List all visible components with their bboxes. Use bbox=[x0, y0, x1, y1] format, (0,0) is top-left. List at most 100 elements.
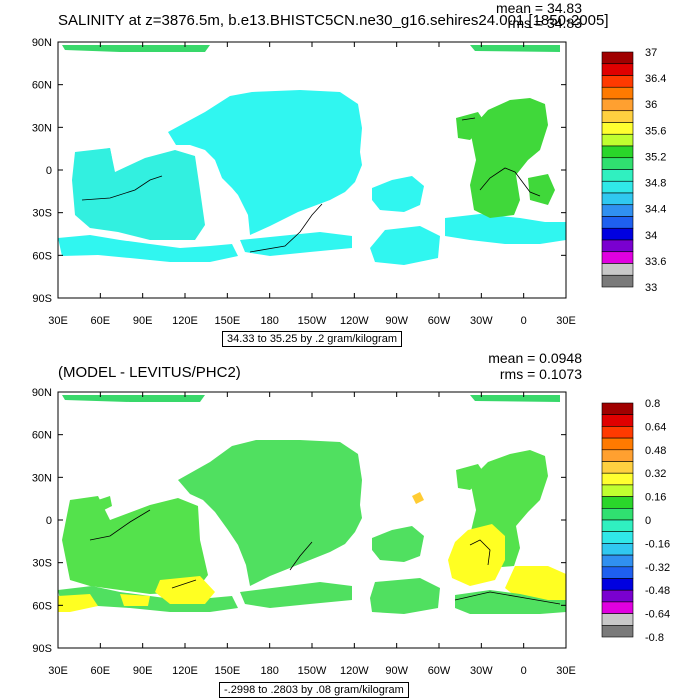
x-tick-label: 30W bbox=[470, 665, 493, 677]
y-tick-label: 60S bbox=[32, 600, 52, 612]
colorbar-swatch bbox=[601, 86, 634, 100]
colorbar-swatch bbox=[601, 157, 634, 170]
colorbar-label: 36.4 bbox=[645, 73, 666, 85]
colorbar-swatch bbox=[601, 519, 634, 532]
colorbar-label: 34.4 bbox=[645, 204, 666, 216]
x-tick-label: 30E bbox=[48, 315, 68, 327]
colorbar-swatch bbox=[601, 613, 634, 626]
y-tick-label: 60S bbox=[32, 250, 52, 262]
panel2-map: 90N 60N 30N 0 30S 60S 90S 30E 60E 90E 120E 150E 180… bbox=[32, 387, 576, 677]
x-tick-label: 60E bbox=[91, 665, 111, 677]
y-tick-label: 60N bbox=[32, 430, 52, 442]
panel1-y-ticks: 90N 60N 30N 0 30S 60S 90S bbox=[32, 37, 566, 305]
colorbar-swatch bbox=[601, 169, 634, 182]
panel2-contours bbox=[89, 509, 561, 605]
x-tick-label: 150E bbox=[214, 665, 240, 677]
colorbar-swatch bbox=[601, 263, 634, 276]
x-tick-label: 120W bbox=[340, 315, 369, 327]
colorbar-swatch bbox=[601, 554, 634, 568]
panel1-contours bbox=[81, 117, 541, 253]
colorbar-swatch bbox=[601, 51, 634, 65]
colorbar-swatch bbox=[601, 414, 634, 427]
colorbar-swatch bbox=[601, 472, 634, 486]
colorbar-swatch bbox=[601, 274, 634, 288]
x-tick-label: 60W bbox=[428, 315, 451, 327]
colorbar-swatch bbox=[601, 133, 634, 147]
y-tick-label: 60N bbox=[32, 80, 52, 92]
colorbar-label: 0 bbox=[645, 515, 651, 527]
panel2-mean: mean = 0.0948 bbox=[488, 350, 582, 366]
colorbar-label: -0.16 bbox=[645, 538, 670, 550]
colorbar-label: 0.8 bbox=[645, 398, 660, 410]
colorbar-swatch bbox=[601, 484, 634, 497]
colorbar-swatch bbox=[601, 227, 634, 241]
colorbar-label: 0.16 bbox=[645, 492, 666, 504]
x-tick-label: 120E bbox=[172, 315, 198, 327]
panel2-rms: rms = 0.1073 bbox=[499, 366, 582, 382]
y-tick-label: 30N bbox=[32, 122, 52, 134]
colorbar-swatch bbox=[601, 192, 634, 206]
colorbar-swatch bbox=[601, 98, 634, 112]
y-tick-label: 90N bbox=[32, 37, 52, 49]
colorbar-swatch bbox=[601, 426, 634, 439]
colorbar-swatch bbox=[601, 531, 634, 544]
colorbar-swatch bbox=[601, 601, 634, 614]
y-tick-label: 30S bbox=[32, 558, 52, 570]
colorbar-swatch bbox=[601, 461, 634, 474]
panel2-colorbar: 0.8 0.64 0.48 0.32 0.16 0 -0.16 -0.32 -0.48 -0.64… bbox=[601, 398, 670, 644]
colorbar-label: -0.8 bbox=[645, 632, 664, 644]
colorbar-swatch bbox=[601, 578, 634, 591]
panel1-mean: mean = 34.83 bbox=[495, 0, 582, 16]
colorbar-label: 37 bbox=[645, 47, 657, 59]
colorbar-label: 0.64 bbox=[645, 421, 666, 433]
y-tick-label: 0 bbox=[46, 165, 52, 177]
x-tick-label: 0 bbox=[521, 315, 527, 327]
panel1-rms: rms = 34.83 bbox=[507, 15, 582, 31]
colorbar-label: -0.48 bbox=[645, 585, 670, 597]
colorbar-swatch bbox=[601, 543, 634, 556]
colorbar-swatch bbox=[601, 204, 634, 217]
panel2-contour-info: -.2998 to .2803 by .08 gram/kilogram bbox=[219, 682, 409, 698]
panel2-title: (MODEL - LEVITUS/PHC2) bbox=[58, 364, 241, 381]
colorbar-label: 34 bbox=[645, 230, 657, 242]
x-tick-label: 150W bbox=[298, 315, 327, 327]
colorbar-label: 35.2 bbox=[645, 151, 666, 163]
colorbar-label: 35.6 bbox=[645, 125, 666, 137]
colorbar-label: -0.64 bbox=[645, 609, 670, 621]
x-tick-label: 60W bbox=[428, 665, 451, 677]
panel2-ocean-field bbox=[58, 395, 566, 614]
panel1-map: 90N 60N 30N 0 30S 60S 90S 30E 60E 90E 120E 150E 180… bbox=[32, 37, 576, 327]
x-tick-label: 0 bbox=[521, 665, 527, 677]
colorbar-label: 0.32 bbox=[645, 468, 666, 480]
colorbar-swatch bbox=[601, 145, 634, 159]
panel1-contour-info: 34.33 to 35.25 by .2 gram/kilogram bbox=[222, 331, 402, 347]
colorbar-swatch bbox=[601, 449, 634, 462]
panel2-y-ticks: 90N 60N 30N 0 30S 60S 90S bbox=[32, 387, 566, 655]
colorbar-label: 36 bbox=[645, 99, 657, 111]
x-tick-label: 180 bbox=[260, 315, 278, 327]
panel1-ocean-field bbox=[58, 45, 566, 265]
colorbar-swatch bbox=[601, 437, 634, 451]
colorbar-swatch bbox=[601, 122, 634, 135]
colorbar-swatch bbox=[601, 75, 634, 88]
y-tick-label: 0 bbox=[46, 515, 52, 527]
x-tick-label: 30E bbox=[48, 665, 68, 677]
y-tick-label: 90S bbox=[32, 643, 52, 655]
panel1-colorbar: 37 36.4 36 35.6 35.2 34.8 34.4 34 33.6 33 bbox=[601, 47, 666, 294]
y-tick-label: 30N bbox=[32, 472, 52, 484]
x-tick-label: 90W bbox=[385, 665, 408, 677]
y-tick-label: 90N bbox=[32, 387, 52, 399]
x-tick-label: 90E bbox=[133, 665, 153, 677]
colorbar-swatch bbox=[601, 402, 634, 415]
colorbar-label: 33 bbox=[645, 282, 657, 294]
colorbar-label: -0.32 bbox=[645, 562, 670, 574]
colorbar-swatch bbox=[601, 180, 634, 194]
panel2-x-ticks: 30E 60E 90E 120E 150E 180 150W 120W 90W 60W 30W 0 30… bbox=[48, 392, 576, 677]
x-tick-label: 150E bbox=[214, 315, 240, 327]
colorbar-swatch bbox=[601, 110, 634, 123]
x-tick-label: 60E bbox=[91, 315, 111, 327]
x-tick-label: 150W bbox=[298, 665, 327, 677]
colorbar-swatch bbox=[601, 624, 634, 638]
x-tick-label: 30E bbox=[556, 665, 576, 677]
